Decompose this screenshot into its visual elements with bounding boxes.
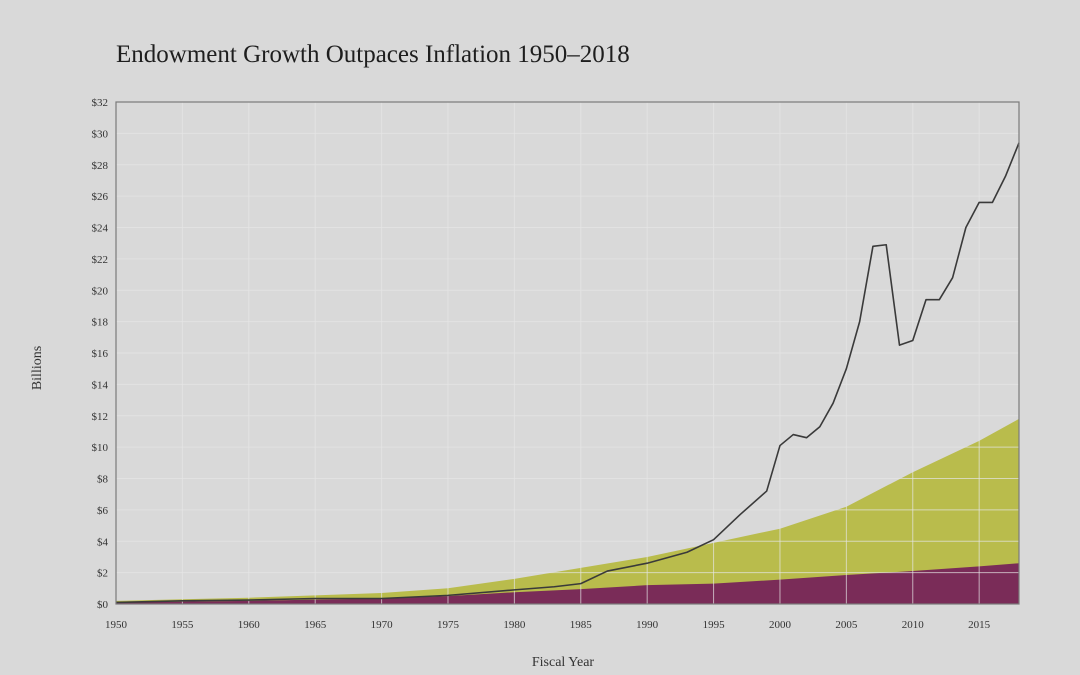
- x-tick-label: 1960: [238, 619, 261, 631]
- upper-area-series: [116, 418, 1019, 604]
- y-tick-label: $2: [97, 568, 108, 580]
- y-tick-label: $28: [92, 160, 109, 172]
- lower-area-series: [116, 563, 1019, 604]
- x-tick-label: 2015: [968, 619, 991, 631]
- x-tick-label: 1950: [105, 619, 128, 631]
- y-tick-label: $20: [92, 285, 109, 297]
- y-tick-label: $22: [92, 254, 109, 266]
- y-tick-label: $8: [97, 474, 109, 486]
- chart-title: Endowment Growth Outpaces Inflation 1950…: [116, 41, 630, 68]
- y-tick-label: $16: [92, 348, 109, 360]
- y-axis-title: Billions: [30, 346, 45, 390]
- y-tick-label: $14: [92, 379, 109, 391]
- y-tick-label: $4: [97, 536, 109, 548]
- y-tick-label: $24: [92, 223, 109, 235]
- y-tick-label: $32: [92, 97, 109, 109]
- x-tick-label: 1980: [503, 619, 526, 631]
- x-axis-title: Fiscal Year: [532, 655, 595, 670]
- y-tick-label: $6: [97, 505, 109, 517]
- plot-area: $0 $2 $4 $6 $8 $10 $12 $14 $16 $18 $20 $22 $24 $26 $28…: [92, 97, 1020, 631]
- x-tick-label: 1995: [703, 619, 726, 631]
- x-tick-label: 1970: [371, 619, 394, 631]
- y-tick-label: $30: [92, 128, 109, 140]
- y-tick-label: $10: [92, 442, 109, 454]
- y-tick-label: $0: [97, 599, 109, 611]
- x-tick-label: 2010: [902, 619, 925, 631]
- x-tick-label: 1975: [437, 619, 460, 631]
- y-tick-label: $26: [92, 191, 109, 203]
- x-tick-label: 1955: [171, 619, 194, 631]
- endowment-line-series: [115, 142, 1020, 604]
- y-tick-label: $18: [92, 317, 109, 329]
- x-tick-label: 2000: [769, 619, 792, 631]
- x-tick-label: 1985: [570, 619, 593, 631]
- plot-border: [115, 101, 1020, 605]
- x-tick-label: 2005: [835, 619, 858, 631]
- x-tick-label: 1990: [636, 619, 659, 631]
- y-tick-label: $12: [92, 411, 109, 423]
- x-tick-label: 1965: [304, 619, 327, 631]
